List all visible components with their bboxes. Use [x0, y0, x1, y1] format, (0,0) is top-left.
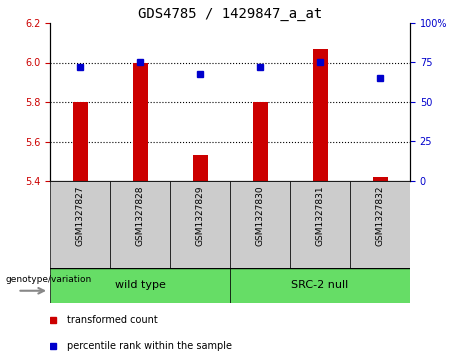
Text: GSM1327829: GSM1327829 [195, 185, 205, 246]
Text: genotype/variation: genotype/variation [5, 275, 91, 284]
Bar [50, 268, 230, 303]
Text: GSM1327831: GSM1327831 [315, 185, 325, 246]
Bar [230, 181, 290, 268]
Bar [50, 181, 110, 268]
Text: GSM1327830: GSM1327830 [255, 185, 265, 246]
Bar [313, 49, 327, 181]
Text: transformed count: transformed count [67, 315, 158, 325]
Bar [350, 181, 410, 268]
Bar [253, 102, 267, 181]
Text: GSM1327832: GSM1327832 [376, 185, 384, 246]
Text: SRC-2 null: SRC-2 null [291, 281, 349, 290]
Bar [230, 268, 410, 303]
Bar [170, 181, 230, 268]
Text: wild type: wild type [115, 281, 165, 290]
Bar [72, 102, 88, 181]
Text: percentile rank within the sample: percentile rank within the sample [67, 341, 232, 351]
Bar [193, 155, 207, 181]
Bar [372, 177, 388, 181]
Text: GSM1327827: GSM1327827 [76, 185, 84, 246]
Title: GDS4785 / 1429847_a_at: GDS4785 / 1429847_a_at [138, 7, 322, 21]
Bar [132, 62, 148, 181]
Bar [110, 181, 170, 268]
Text: GSM1327828: GSM1327828 [136, 185, 144, 246]
Bar [290, 181, 350, 268]
